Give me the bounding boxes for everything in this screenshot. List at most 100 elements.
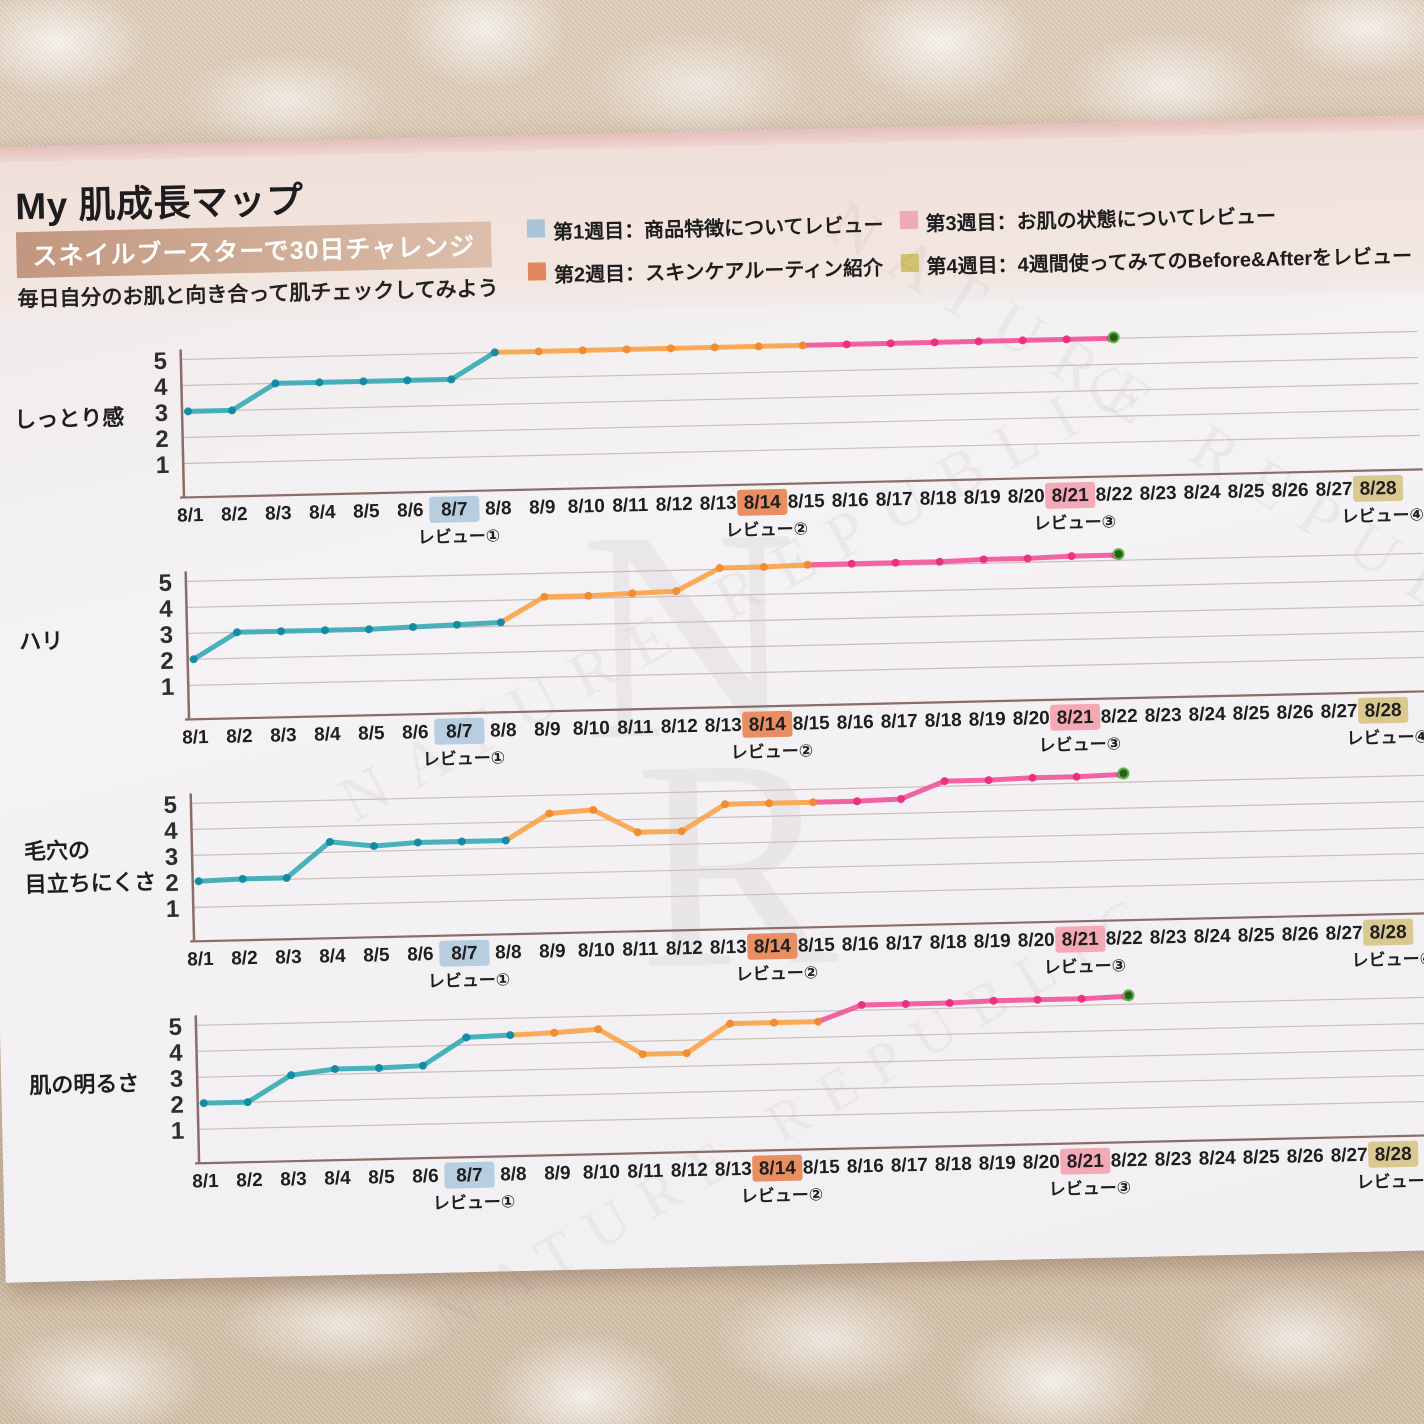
- x-date-label: 8/7: [446, 721, 473, 743]
- y-tick-label: 3: [154, 400, 168, 427]
- x-date-label: 8/16: [842, 934, 879, 956]
- data-point: [803, 560, 812, 569]
- data-point: [374, 1063, 383, 1072]
- y-tick-label: 2: [165, 870, 179, 897]
- x-date-label: 8/11: [627, 1161, 664, 1183]
- data-point: [271, 379, 280, 388]
- x-date-label: 8/19: [963, 487, 1000, 509]
- data-point: [901, 1000, 910, 1009]
- x-date-label: 8/8: [495, 942, 522, 964]
- gridline: [192, 826, 1424, 856]
- x-date-label: 8/10: [583, 1162, 620, 1184]
- y-tick-label: 4: [154, 374, 169, 401]
- line-segment-week1: [185, 349, 498, 414]
- data-point: [199, 1099, 208, 1108]
- review-label: レビュー④: [1346, 727, 1424, 748]
- x-date-label: 8/19: [979, 1153, 1016, 1175]
- x-date-label: 8/25: [1243, 1147, 1281, 1169]
- data-point: [315, 378, 324, 387]
- gridline: [188, 656, 1424, 687]
- x-date-label: 8/15: [803, 1157, 841, 1179]
- line-segment-week2: [498, 562, 811, 625]
- line-segment-week2: [492, 342, 806, 355]
- x-date-label: 8/2: [236, 1170, 263, 1192]
- x-date-label: 8/4: [314, 724, 341, 746]
- data-point: [1018, 336, 1027, 345]
- x-date-label: 8/5: [353, 501, 380, 523]
- line-segment-week2: [507, 1019, 821, 1057]
- y-tick-label: 1: [161, 674, 175, 701]
- data-point: [365, 625, 374, 634]
- x-date-label: 8/9: [534, 719, 561, 741]
- gridline: [183, 434, 1420, 465]
- x-date-label: 8/13: [700, 493, 737, 515]
- x-date-label: 8/1: [192, 1171, 219, 1193]
- review-date-highlight: [742, 710, 793, 738]
- data-point: [842, 340, 851, 349]
- x-date-label: 8/28: [1369, 922, 1406, 944]
- chart-row-brightness: 肌の明るさ 5 4 3 2 1 8/1 8/2 8/3 8/4 8/5 8/6 レビュー① 8/7 8/8 8…: [0, 976, 1424, 1232]
- chart-row-pores: 毛穴の 目立ちにくさ 5 4 3 2 1 8/1 8/2 8/3 8/4 8/5 8/6 レビュー① 8/7…: [0, 754, 1424, 1010]
- data-point: [194, 877, 203, 886]
- x-date-label: 8/20: [1007, 486, 1044, 508]
- review-label: レビュー④: [1341, 505, 1424, 526]
- y-axis-line: [189, 793, 196, 942]
- review-date-highlight: [434, 717, 485, 745]
- data-point: [447, 375, 456, 384]
- line-segment-week2: [503, 799, 816, 843]
- x-date-label: 8/19: [969, 709, 1006, 731]
- review-label: レビュー②: [730, 741, 813, 762]
- x-date-label: 8/26: [1276, 702, 1313, 724]
- x-date-label: 8/17: [875, 489, 912, 511]
- gridline: [198, 1100, 1424, 1130]
- x-date-label: 8/10: [573, 718, 610, 740]
- x-date-label: 8/11: [612, 495, 649, 517]
- gridline: [191, 800, 1424, 830]
- y-tick-label: 5: [163, 792, 177, 819]
- data-point: [798, 341, 807, 350]
- x-date-label: 8/15: [798, 935, 836, 957]
- data-point: [282, 873, 291, 882]
- data-point: [857, 1001, 866, 1010]
- x-date-label: 8/28: [1359, 478, 1396, 500]
- y-tick-label: 5: [158, 570, 172, 597]
- data-point: [330, 1064, 339, 1073]
- y-tick-label: 4: [169, 1040, 184, 1067]
- line-segment-week3: [805, 552, 1119, 568]
- y-tick-label: 2: [170, 1092, 184, 1119]
- data-point: [940, 777, 949, 786]
- data-point: [238, 874, 247, 883]
- x-date-label: 8/1: [177, 505, 204, 527]
- data-point: [457, 837, 466, 846]
- data-point: [886, 339, 895, 348]
- line-segment-week1: [191, 619, 504, 662]
- review-date-highlight: [1357, 696, 1409, 724]
- review-date-highlight: [1049, 703, 1101, 731]
- x-date-label: 8/5: [368, 1167, 395, 1189]
- data-point: [413, 838, 422, 847]
- review-date-highlight: [439, 939, 490, 967]
- x-date-label: 8/9: [539, 941, 566, 963]
- data-point: [462, 1033, 471, 1042]
- x-date-label: 8/10: [578, 940, 615, 962]
- line-segment-week3: [815, 993, 1129, 1025]
- x-date-label: 8/28: [1374, 1144, 1411, 1166]
- x-date-label: 8/18: [935, 1154, 972, 1176]
- x-date-label: 8/15: [788, 491, 826, 513]
- x-date-label: 8/16: [837, 712, 874, 734]
- review-label: レビュー②: [736, 963, 819, 984]
- legend-color-swatch-icon: [527, 262, 547, 281]
- review-date-highlight: [752, 1154, 803, 1182]
- review-label: レビュー①: [433, 1192, 516, 1213]
- subtitle: 毎日自分のお肌と向き合って肌チェックしてみよう: [17, 277, 499, 312]
- data-point: [287, 1071, 296, 1080]
- x-date-label: 8/3: [280, 1169, 307, 1191]
- legend-color-swatch-icon: [899, 210, 918, 230]
- y-tick-label: 2: [155, 426, 169, 453]
- x-date-label: 8/12: [656, 494, 693, 516]
- data-point: [814, 1017, 823, 1026]
- x-date-label: 8/23: [1139, 483, 1176, 505]
